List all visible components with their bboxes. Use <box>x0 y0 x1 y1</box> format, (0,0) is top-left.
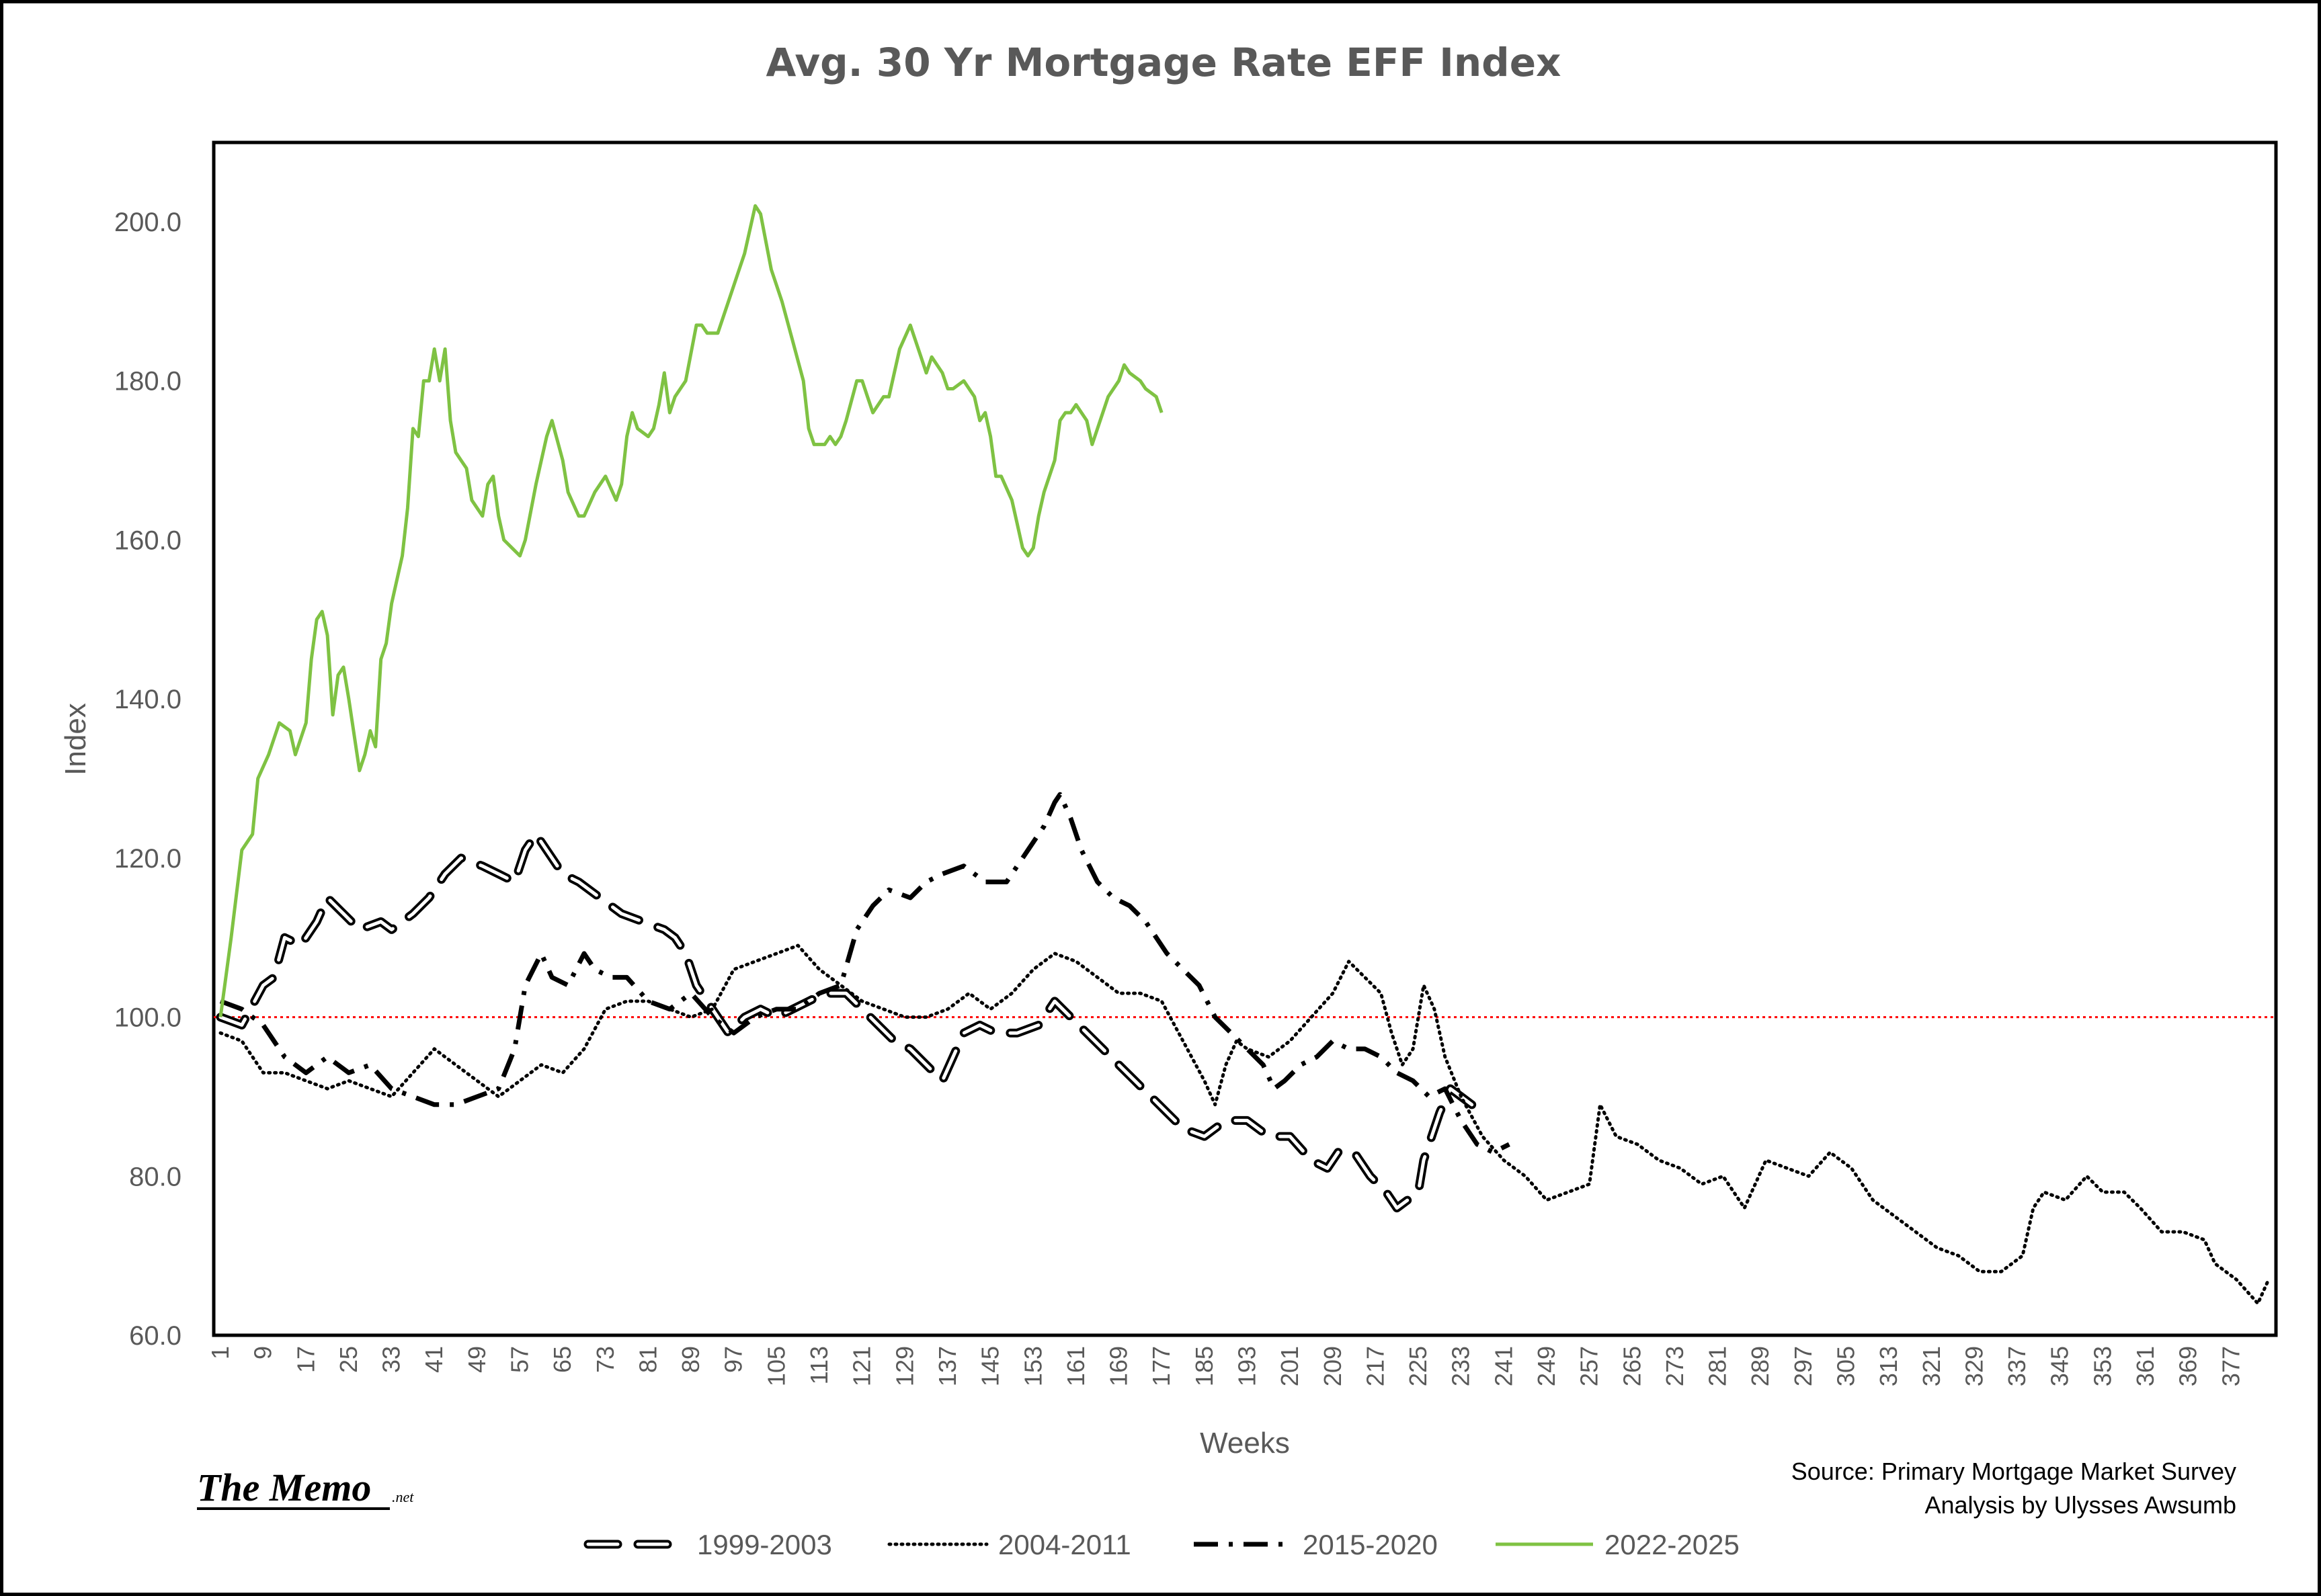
x-tick-label: 161 <box>1062 1346 1090 1386</box>
x-tick-label: 137 <box>934 1346 961 1386</box>
plot-area <box>212 140 2278 1337</box>
x-tick-label: 249 <box>1533 1346 1560 1386</box>
source-line-2: Analysis by Ulysses Awsumb <box>1925 1491 2237 1519</box>
series-line-2022-2025 <box>218 204 1164 1017</box>
legend: 1999-2003 2004-2011 2015-2020 2022-2025 <box>583 1529 1740 1560</box>
x-tick-label: 129 <box>891 1346 918 1386</box>
logo: The Memo .net <box>197 1466 414 1510</box>
x-tick-label: 153 <box>1019 1346 1047 1386</box>
x-tick-label: 257 <box>1576 1346 1603 1386</box>
y-axis-title: Index <box>59 703 92 775</box>
y-tick-label: 120.0 <box>114 844 181 874</box>
x-tick-label: 209 <box>1319 1346 1346 1386</box>
x-tick-label: 345 <box>2046 1346 2074 1386</box>
x-tick-label: 9 <box>249 1346 277 1359</box>
logo-suffix: .net <box>392 1488 414 1505</box>
x-tick-label: 177 <box>1147 1346 1175 1386</box>
x-tick-label: 65 <box>548 1346 576 1373</box>
x-tick-label: 33 <box>378 1346 405 1373</box>
x-tick-label: 17 <box>292 1346 319 1373</box>
y-tick-label: 140.0 <box>114 685 181 714</box>
chart-canvas: Avg. 30 Yr Mortgage Rate EFF Index 60.0 8… <box>59 40 2278 1560</box>
logo-text: The Memo <box>197 1466 371 1509</box>
x-tick-label: 281 <box>1704 1346 1732 1386</box>
x-tick-label: 1 <box>206 1346 234 1359</box>
series-line-1999-2003-inner <box>218 832 1484 1210</box>
y-tick-label: 80.0 <box>129 1162 181 1191</box>
x-tick-label: 105 <box>762 1346 790 1386</box>
x-tick-label: 113 <box>805 1346 833 1384</box>
x-tick-label: 329 <box>1960 1346 1988 1386</box>
x-tick-label: 361 <box>2131 1346 2159 1386</box>
x-tick-label: 289 <box>1746 1346 1774 1386</box>
source-line-1: Source: Primary Mortgage Market Survey <box>1791 1458 2236 1485</box>
y-tick-label: 180.0 <box>114 367 181 396</box>
x-tick-label: 145 <box>977 1346 1004 1386</box>
y-tick-label: 100.0 <box>114 1003 181 1033</box>
x-tick-label: 233 <box>1447 1346 1475 1386</box>
legend-label-2004-2011: 2004-2011 <box>998 1529 1131 1560</box>
x-tick-label: 297 <box>1789 1346 1817 1386</box>
y-tick-label: 200.0 <box>114 208 181 237</box>
y-tick-label: 60.0 <box>129 1321 181 1351</box>
x-tick-label: 97 <box>720 1346 747 1373</box>
x-tick-label: 49 <box>463 1346 491 1373</box>
series-line-1999-2003 <box>216 829 1487 1213</box>
x-tick-label: 337 <box>2003 1346 2031 1386</box>
x-axis-ticks: 1 9 17 25 33 41 49 57 65 73 81 89 97 105 113 121 129 137 1… <box>206 1346 2244 1386</box>
x-tick-label: 369 <box>2174 1346 2202 1386</box>
chart-title: Avg. 30 Yr Mortgage Rate EFF Index <box>766 40 1561 85</box>
x-axis-title: Weeks <box>1200 1427 1290 1460</box>
x-tick-label: 169 <box>1105 1346 1133 1386</box>
x-tick-label: 201 <box>1276 1346 1303 1386</box>
x-tick-label: 89 <box>677 1346 704 1373</box>
y-axis-ticks: 60.0 80.0 100.0 120.0 140.0 160.0 180.0 200.0 <box>114 208 181 1351</box>
x-tick-label: 265 <box>1618 1346 1645 1386</box>
series-line-2004-2011 <box>218 943 2271 1306</box>
x-tick-label: 217 <box>1361 1346 1389 1386</box>
y-tick-label: 160.0 <box>114 526 181 555</box>
x-tick-label: 81 <box>634 1346 661 1373</box>
x-tick-label: 313 <box>1875 1346 1902 1386</box>
x-tick-label: 41 <box>420 1346 448 1373</box>
x-tick-label: 121 <box>848 1346 876 1386</box>
x-tick-label: 225 <box>1404 1346 1432 1386</box>
x-tick-label: 377 <box>2217 1346 2244 1386</box>
x-tick-label: 321 <box>1918 1346 1945 1386</box>
x-tick-label: 25 <box>335 1346 362 1373</box>
series-line-2015-2020 <box>219 792 1510 1155</box>
x-tick-label: 353 <box>2088 1346 2116 1386</box>
x-tick-label: 241 <box>1490 1346 1517 1386</box>
x-tick-label: 73 <box>592 1346 619 1373</box>
x-tick-label: 305 <box>1832 1346 1860 1386</box>
legend-label-2015-2020: 2015-2020 <box>1303 1529 1438 1560</box>
legend-label-2022-2025: 2022-2025 <box>1604 1529 1740 1560</box>
x-tick-label: 57 <box>506 1346 534 1373</box>
legend-label-1999-2003: 1999-2003 <box>697 1529 832 1560</box>
x-tick-label: 185 <box>1190 1346 1218 1386</box>
series-lines <box>216 204 2271 1306</box>
x-tick-label: 193 <box>1233 1346 1260 1386</box>
x-tick-label: 273 <box>1661 1346 1688 1386</box>
